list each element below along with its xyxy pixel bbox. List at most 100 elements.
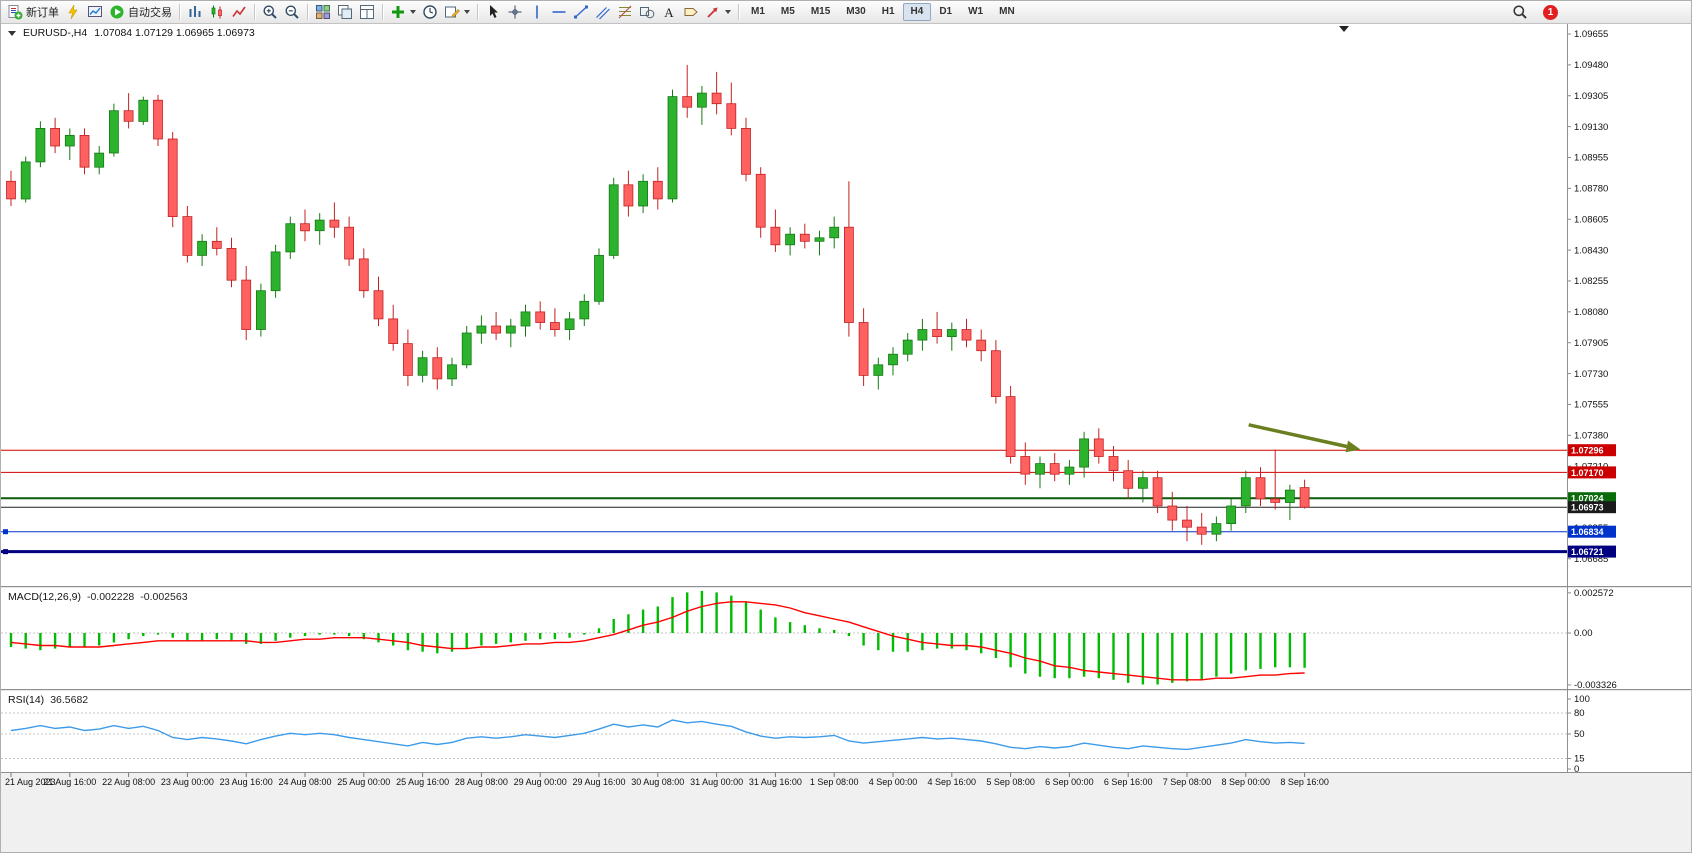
candle (917, 329, 928, 341)
templates-button[interactable] (441, 2, 473, 22)
candle (476, 325, 487, 334)
toolbar-separator (738, 4, 739, 20)
svg-text:1.09480: 1.09480 (1574, 60, 1608, 71)
draw-label-button[interactable] (680, 2, 702, 22)
crosshair-button[interactable] (504, 2, 526, 22)
candle (961, 329, 972, 341)
tile-windows-icon (316, 5, 330, 19)
svg-text:22 Aug 08:00: 22 Aug 08:00 (102, 777, 155, 787)
line-anchor[interactable] (3, 529, 8, 535)
draw-fibonacci-button[interactable] (614, 2, 636, 22)
svg-text:1.08255: 1.08255 (1574, 276, 1608, 287)
tile-windows-button[interactable] (312, 2, 334, 22)
clock-button[interactable] (419, 2, 441, 22)
search-button[interactable] (1509, 2, 1531, 22)
draw-vertical-line-button[interactable] (526, 2, 548, 22)
trend-arrow-annotation[interactable] (1248, 423, 1361, 453)
svg-text:24 Aug 08:00: 24 Aug 08:00 (278, 777, 331, 787)
timeframe-M15-button[interactable]: M15 (810, 6, 831, 17)
timeframe-MN-button[interactable]: MN (999, 6, 1015, 17)
candle (138, 99, 149, 122)
time-axis-strip (1, 773, 1691, 852)
market-watch-button[interactable] (84, 2, 106, 22)
notification-badge[interactable]: 1 (1543, 4, 1558, 20)
candle (461, 332, 472, 366)
candle (873, 364, 884, 376)
svg-text:31 Aug 00:00: 31 Aug 00:00 (690, 777, 743, 787)
mql-editor-button[interactable] (62, 2, 84, 22)
svg-text:1.06685: 1.06685 (1574, 554, 1608, 565)
horizontal-level-lines[interactable] (1, 449, 1567, 555)
draw-trendline-button[interactable] (570, 2, 592, 22)
svg-text:8 Sep 00:00: 8 Sep 00:00 (1222, 777, 1271, 787)
candle (814, 237, 825, 242)
bar-chart-mode-button[interactable] (184, 2, 206, 22)
draw-shapes-button[interactable] (636, 2, 658, 22)
candle (329, 219, 340, 228)
rsi-line (10, 719, 1305, 751)
line-chart-mode-button[interactable] (228, 2, 250, 22)
candle (417, 357, 428, 376)
svg-text:29 Aug 16:00: 29 Aug 16:00 (572, 777, 625, 787)
candle (226, 247, 237, 281)
shapes-icon (640, 7, 655, 19)
separator-main-macd[interactable] (1, 586, 1692, 587)
price-tag-1.06834 (1568, 525, 1616, 538)
candle (358, 258, 369, 292)
zoom-in-button[interactable] (259, 2, 281, 22)
template-icon (445, 6, 460, 18)
separator-macd-rsi[interactable] (1, 689, 1692, 690)
candle (946, 329, 957, 337)
svg-text:6 Sep 00:00: 6 Sep 00:00 (1045, 777, 1094, 787)
candle (285, 223, 296, 253)
svg-text:15: 15 (1574, 754, 1585, 765)
line-anchor[interactable] (3, 549, 8, 555)
candle (211, 240, 222, 249)
add-indicator-button[interactable] (387, 2, 419, 22)
new-order-button[interactable]: 新订单 (4, 2, 62, 22)
rsi-level-lines (1, 712, 1567, 759)
timeframe-H1-button[interactable]: H1 (881, 6, 895, 17)
zoom-out-button[interactable] (281, 2, 303, 22)
zoom-out-icon (285, 5, 299, 19)
scroll-to-end-marker-icon[interactable] (1339, 26, 1349, 32)
svg-text:80: 80 (1574, 708, 1585, 719)
draw-text-button[interactable]: A (658, 2, 680, 22)
draw-horizontal-line-button[interactable] (548, 2, 570, 22)
svg-text:28 Aug 08:00: 28 Aug 08:00 (455, 777, 508, 787)
macd-current-value: -0.002228 (86, 591, 135, 603)
timeframe-W1-button[interactable]: W1 (968, 6, 984, 17)
cursor-button[interactable] (482, 2, 504, 22)
one-click-trading-collapse-icon[interactable] (8, 30, 16, 36)
ohlc-values: 1.07084 1.07129 1.06965 1.06973 (94, 27, 255, 39)
svg-text:1.08780: 1.08780 (1574, 184, 1608, 195)
channel-icon (596, 7, 610, 20)
draw-arrows-button[interactable] (702, 2, 734, 22)
draw-channel-button[interactable] (592, 2, 614, 22)
data-window-button[interactable] (356, 2, 378, 22)
timeframe-M30-button[interactable]: M30 (846, 6, 866, 17)
candle (109, 110, 119, 154)
rsi-axis-labels: 100 80 50 150 (1567, 694, 1590, 775)
svg-text:1.07170: 1.07170 (1571, 468, 1604, 478)
timeframe-M1-button[interactable]: M1 (751, 6, 765, 17)
svg-text:1 Sep 08:00: 1 Sep 08:00 (810, 777, 859, 787)
candle-chart-icon (211, 5, 222, 19)
svg-text:1.08605: 1.08605 (1574, 214, 1608, 225)
candle (79, 134, 90, 168)
timeframe-H4-button[interactable]: H4 (902, 3, 932, 21)
auto-arrange-button[interactable] (334, 2, 356, 22)
auto-trading-button[interactable]: 自动交易 (106, 2, 175, 22)
candle (491, 325, 502, 334)
svg-text:25 Aug 16:00: 25 Aug 16:00 (396, 777, 449, 787)
timeframe-D1-button[interactable]: D1 (939, 6, 953, 17)
candlestick-chart-mode-button[interactable] (206, 2, 228, 22)
svg-text:100: 100 (1574, 694, 1590, 705)
timeframe-M5-button[interactable]: M5 (780, 6, 795, 17)
candle (608, 184, 619, 256)
candle (35, 128, 46, 163)
candle (447, 364, 457, 380)
text-icon: A (664, 5, 674, 20)
